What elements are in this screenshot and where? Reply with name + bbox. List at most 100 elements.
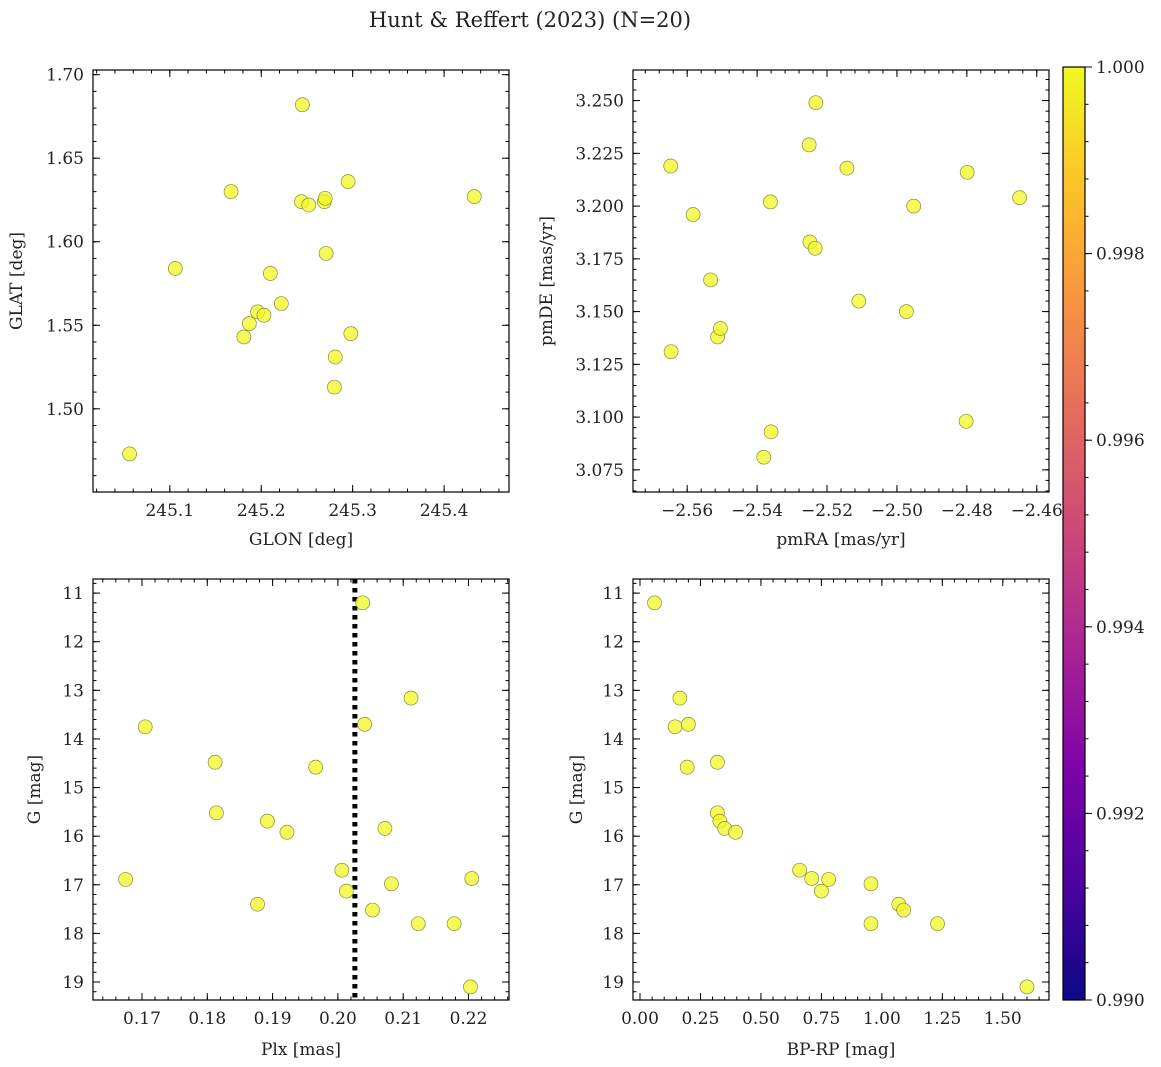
data-point <box>279 824 295 840</box>
data-point <box>377 821 393 836</box>
data-point <box>851 293 867 309</box>
data-point <box>763 194 778 210</box>
x-tick-label: −2.56 <box>661 501 713 521</box>
x-tick-label: 0.25 <box>682 1009 720 1029</box>
x-axis-label: GLON [deg] <box>249 530 353 550</box>
data-point <box>679 759 695 775</box>
data-point <box>710 754 725 770</box>
y-tick-label: 3.125 <box>575 355 624 375</box>
data-point <box>681 717 696 732</box>
data-point <box>318 246 334 261</box>
x-tick-label: −2.54 <box>731 501 783 521</box>
data-point <box>463 979 478 995</box>
data-point <box>167 261 183 276</box>
axes-frame <box>92 69 510 493</box>
data-point <box>896 902 911 918</box>
data-point <box>403 690 419 706</box>
y-tick-label: 11 <box>602 584 624 604</box>
data-point <box>807 240 823 256</box>
data-point <box>667 719 683 735</box>
data-point <box>685 207 701 222</box>
data-point <box>906 198 922 214</box>
x-tick-label: 1.25 <box>923 1009 961 1029</box>
data-point <box>1019 979 1035 995</box>
figure-title: Hunt & Reffert (2023) (N=20) <box>369 8 691 32</box>
colorbar-tick-label: 0.998 <box>1096 245 1145 265</box>
data-point <box>959 164 975 180</box>
data-point <box>863 916 879 932</box>
x-tick-label: 1.50 <box>984 1009 1022 1029</box>
panel-proper-motion: −2.56 −2.54 −2.52 −2.50 −2.48 −2.46 3.075 3.100… <box>537 69 1063 550</box>
data-point <box>663 344 679 360</box>
data-point <box>899 304 914 319</box>
colorbar-gradient <box>1063 67 1085 1000</box>
data-point <box>466 189 482 204</box>
y-tick-label: 17 <box>62 876 84 896</box>
y-tick-label: 14 <box>602 730 624 750</box>
data-point <box>223 184 239 199</box>
y-tick-label: 18 <box>62 924 84 944</box>
y-tick-label: 3.200 <box>575 197 624 217</box>
x-tick-label: −2.48 <box>941 501 993 521</box>
colorbar-tick-label: 0.992 <box>1096 804 1145 824</box>
y-tick-label: 19 <box>62 973 84 993</box>
data-point <box>672 690 688 706</box>
data-point <box>207 754 223 770</box>
x-tick-label: 0.18 <box>188 1009 226 1029</box>
y-tick-label: 1.55 <box>46 316 84 336</box>
y-tick-label: 3.075 <box>575 461 624 481</box>
data-point <box>340 174 356 189</box>
data-point <box>327 349 343 365</box>
panel-color-magnitude: 0.00 0.25 0.50 0.75 1.00 1.25 1.50 11 12 13 14 15 16… <box>567 578 1050 1060</box>
x-axis-label: Plx [mas] <box>261 1040 341 1060</box>
x-tick-label: −2.50 <box>871 501 923 521</box>
data-point <box>118 872 134 887</box>
x-tick-label: 245.2 <box>237 501 286 521</box>
data-point <box>260 813 275 829</box>
data-point <box>792 862 807 878</box>
x-tick-label: 0.17 <box>123 1009 161 1029</box>
data-point <box>308 759 324 775</box>
axes-frame <box>632 578 1050 1001</box>
x-tick-label: −2.52 <box>801 501 853 521</box>
x-tick-label: 1.00 <box>863 1009 901 1029</box>
x-tick-label: 245.3 <box>328 501 377 521</box>
data-point <box>839 160 855 176</box>
axes-frame <box>92 578 510 1001</box>
y-tick-label: 19 <box>602 973 624 993</box>
y-tick-label: 14 <box>62 730 84 750</box>
y-tick-label: 17 <box>602 876 624 896</box>
data-point <box>317 190 333 206</box>
colorbar-tick-label: 0.996 <box>1096 431 1145 451</box>
data-point <box>808 95 824 111</box>
data-point <box>365 902 380 918</box>
x-tick-label: 0.19 <box>254 1009 292 1029</box>
data-point <box>801 137 817 153</box>
x-tick-label: 0.00 <box>621 1009 659 1029</box>
x-tick-label: 0.20 <box>319 1009 357 1029</box>
data-point <box>241 316 257 331</box>
y-tick-label: 12 <box>62 633 84 653</box>
x-tick-label: 0.22 <box>450 1009 488 1029</box>
y-axis-label: G [mag] <box>25 755 45 824</box>
data-point <box>256 307 272 323</box>
data-point <box>464 871 480 886</box>
data-point <box>728 824 743 840</box>
data-point <box>334 862 350 878</box>
y-tick-label: 12 <box>602 633 624 653</box>
data-point <box>301 197 317 213</box>
data-point <box>273 296 289 311</box>
x-tick-label: −2.46 <box>1011 501 1063 521</box>
colorbar-tick-label: 0.990 <box>1096 991 1145 1011</box>
y-tick-label: 13 <box>602 681 624 701</box>
data-point <box>703 272 718 288</box>
data-point <box>756 449 772 465</box>
y-tick-label: 15 <box>62 779 84 799</box>
data-point <box>713 321 728 336</box>
y-tick-label: 1.60 <box>46 233 84 253</box>
data-point <box>250 896 265 912</box>
data-point <box>821 872 837 887</box>
y-tick-label: 13 <box>62 681 84 701</box>
data-point <box>647 595 662 611</box>
